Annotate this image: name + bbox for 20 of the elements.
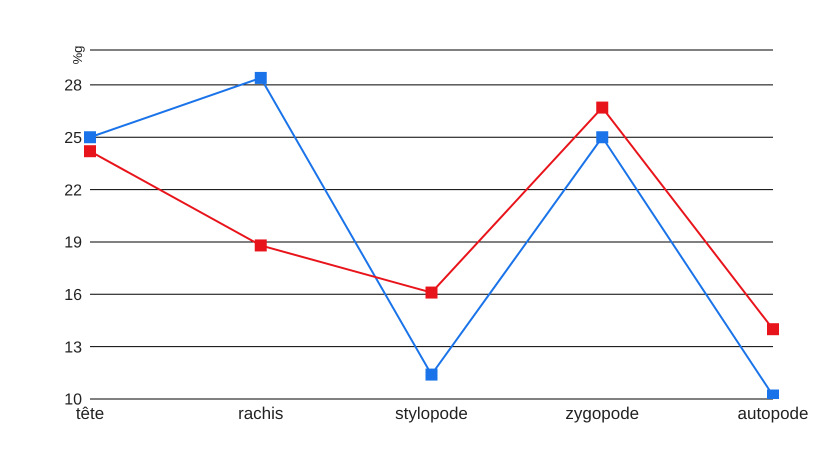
y-tick-label: 22 — [64, 182, 82, 200]
y-tick-label: 25 — [64, 130, 82, 147]
point — [84, 145, 96, 158]
y-axis-title: %g — [70, 46, 85, 64]
y-tick-label: 19 — [64, 234, 82, 252]
point — [254, 239, 267, 252]
x-tick-label: zygopode — [565, 404, 640, 424]
point — [84, 131, 96, 144]
point — [426, 368, 438, 381]
y-tick-label: 28 — [64, 78, 82, 95]
point — [254, 72, 267, 84]
point — [596, 102, 608, 114]
y-tick-label: 13 — [64, 339, 82, 356]
point — [426, 286, 438, 299]
x-tick-label: autopode — [738, 404, 808, 424]
x-tick-label: stylopode — [395, 404, 468, 424]
y-tick-label: 16 — [64, 286, 82, 304]
point — [596, 131, 608, 144]
point — [767, 323, 779, 336]
x-tick-label: rachis — [238, 404, 284, 424]
